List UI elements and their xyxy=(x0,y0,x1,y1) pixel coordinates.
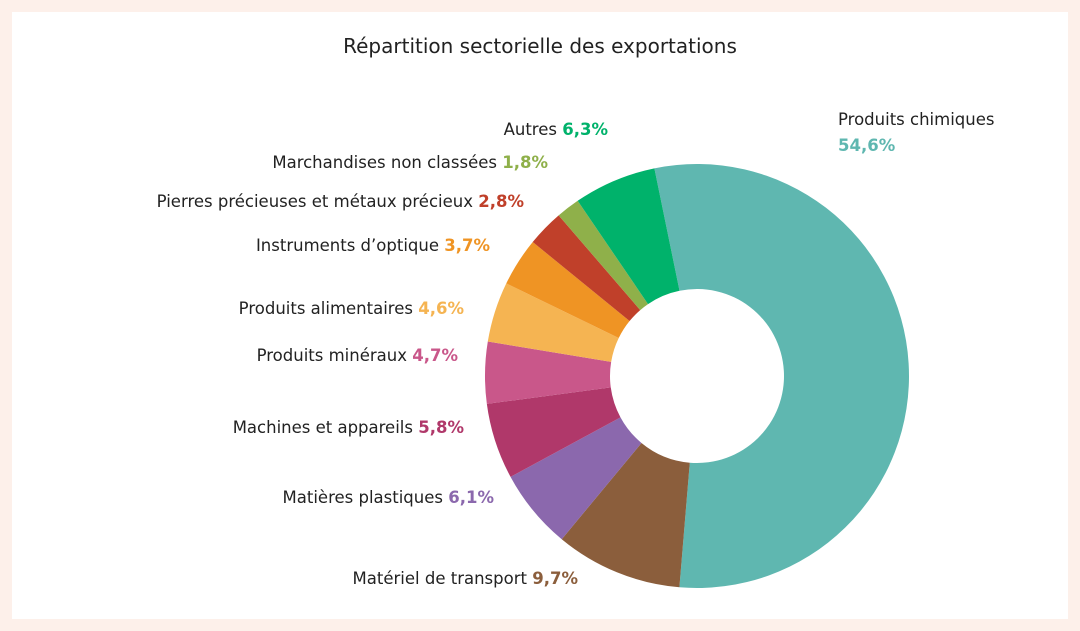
category-name: Produits chimiques xyxy=(838,110,995,129)
value-label: 9,7% xyxy=(532,569,578,588)
slice xyxy=(561,442,690,588)
value-label: 1,8% xyxy=(502,153,548,172)
slice xyxy=(487,283,619,362)
slice xyxy=(486,387,621,477)
slice xyxy=(510,417,642,540)
slice xyxy=(654,163,909,588)
category-name: Marchandises non classées xyxy=(272,153,497,172)
value-label: 6,3% xyxy=(562,120,608,139)
slice-label: Marchandises non classées 1,8% xyxy=(272,150,548,176)
category-name: Pierres précieuses et métaux précieux xyxy=(156,192,473,211)
slice xyxy=(506,242,630,339)
slice xyxy=(485,341,612,404)
category-name: Autres xyxy=(503,120,557,139)
slice-label: Matières plastiques 6,1% xyxy=(283,485,494,511)
value-label: 4,6% xyxy=(418,299,464,318)
value-label: 5,8% xyxy=(418,418,464,437)
value-label: 4,7% xyxy=(412,346,458,365)
category-name: Produits alimentaires xyxy=(238,299,413,318)
chart-title: Répartition sectorielle des exportations xyxy=(343,34,737,58)
slice-label: Matériel de transport 9,7% xyxy=(353,566,578,592)
slice-label: Instruments d’optique 3,7% xyxy=(256,233,490,259)
value-label: 54,6% xyxy=(838,136,896,155)
slice-label: Autres 6,3% xyxy=(504,117,608,143)
value-label: 2,8% xyxy=(478,192,524,211)
category-name: Machines et appareils xyxy=(232,418,413,437)
value-label: 3,7% xyxy=(444,236,490,255)
slice xyxy=(558,200,649,311)
category-name: Matériel de transport xyxy=(352,569,527,588)
slice-label: Produits chimiques 54,6% xyxy=(838,107,1028,159)
value-label: 6,1% xyxy=(448,488,494,507)
slice-label: Produits alimentaires 4,6% xyxy=(239,296,464,322)
slice xyxy=(577,168,680,305)
category-name: Produits minéraux xyxy=(256,346,407,365)
slice-label: Pierres précieuses et métaux précieux 2,… xyxy=(157,189,524,215)
slice-label: Machines et appareils 5,8% xyxy=(233,415,464,441)
slice xyxy=(532,215,641,322)
category-name: Instruments d’optique xyxy=(255,236,439,255)
slice-label: Produits minéraux 4,7% xyxy=(257,343,458,369)
category-name: Matières plastiques xyxy=(282,488,443,507)
